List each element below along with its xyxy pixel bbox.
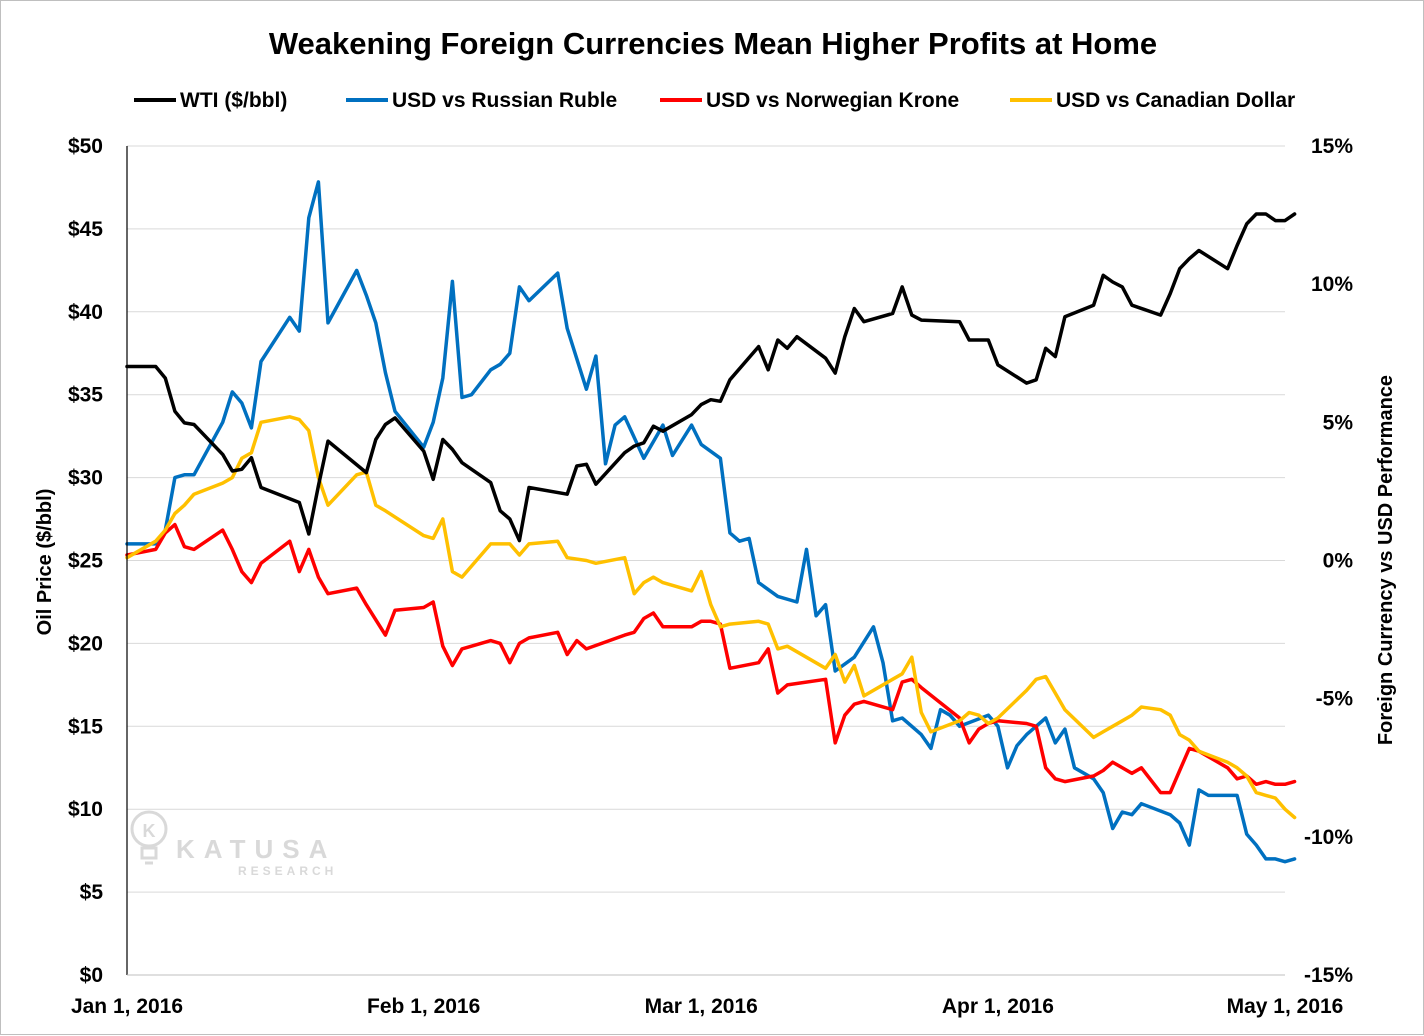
y-left-tick-label: $20: [68, 632, 103, 655]
watermark-line2: RESEARCH: [238, 864, 337, 878]
y-right-tick-label: -15%: [1304, 964, 1353, 987]
series-line-usd-vs-norwegian-krone: [125, 522, 1297, 795]
x-tick-label: Feb 1, 2016: [367, 995, 480, 1018]
x-tick-label: May 1, 2016: [1227, 995, 1344, 1018]
x-tick-label: Jan 1, 2016: [71, 995, 183, 1018]
series-lines: [125, 180, 1297, 864]
y-right-tick-label: 5%: [1323, 411, 1354, 434]
y-axis-right-title: Foreign Currency vs USD Performance: [1375, 375, 1397, 745]
gridlines: [127, 145, 1285, 893]
legend-label: USD vs Russian Ruble: [392, 89, 617, 112]
svg-text:K: K: [143, 821, 156, 841]
y-right-tick-label: -5%: [1316, 688, 1354, 711]
series-line-usd-vs-russian-ruble: [125, 180, 1297, 864]
lightbulb-icon: K: [130, 810, 168, 865]
y-left-tick-label: $40: [68, 301, 103, 324]
watermark: K KATUSA RESEARCH: [130, 810, 337, 878]
y-left-tick-label: $25: [68, 550, 103, 573]
y-right-tick-label: 15%: [1311, 135, 1353, 158]
axes: $0 $5 $10 $15 $20 $25 $30 $35 $40 $45 $50 -15% -10% -…: [68, 135, 1353, 1018]
y-right-tick-label: 0%: [1323, 550, 1354, 573]
y-left-tick-label: $0: [80, 964, 103, 987]
x-tick-label: Apr 1, 2016: [942, 995, 1054, 1018]
x-tick-label: Mar 1, 2016: [645, 995, 758, 1018]
series-line-wti-bbl: [125, 212, 1297, 543]
y-left-tick-label: $30: [68, 467, 103, 490]
y-left-tick-label: $15: [68, 715, 103, 738]
chart-title: Weakening Foreign Currencies Mean Higher…: [269, 26, 1157, 61]
legend-label: WTI ($/bbl): [180, 89, 287, 112]
legend-label: USD vs Canadian Dollar: [1056, 89, 1295, 112]
y-axis-left-title: Oil Price ($/bbl): [34, 489, 56, 636]
legend: WTI ($/bbl) USD vs Russian Ruble USD vs No…: [134, 89, 1295, 112]
y-left-tick-label: $10: [68, 798, 103, 821]
series-line-usd-vs-canadian-dollar: [125, 415, 1297, 820]
y-right-tick-label: 10%: [1311, 273, 1353, 296]
y-left-tick-label: $35: [68, 384, 103, 407]
y-left-tick-label: $5: [80, 881, 104, 904]
watermark-line1: KATUSA: [176, 834, 336, 864]
y-right-tick-label: -10%: [1304, 826, 1353, 849]
legend-label: USD vs Norwegian Krone: [706, 89, 959, 112]
y-left-tick-label: $45: [68, 218, 103, 241]
y-left-tick-label: $50: [68, 135, 103, 158]
